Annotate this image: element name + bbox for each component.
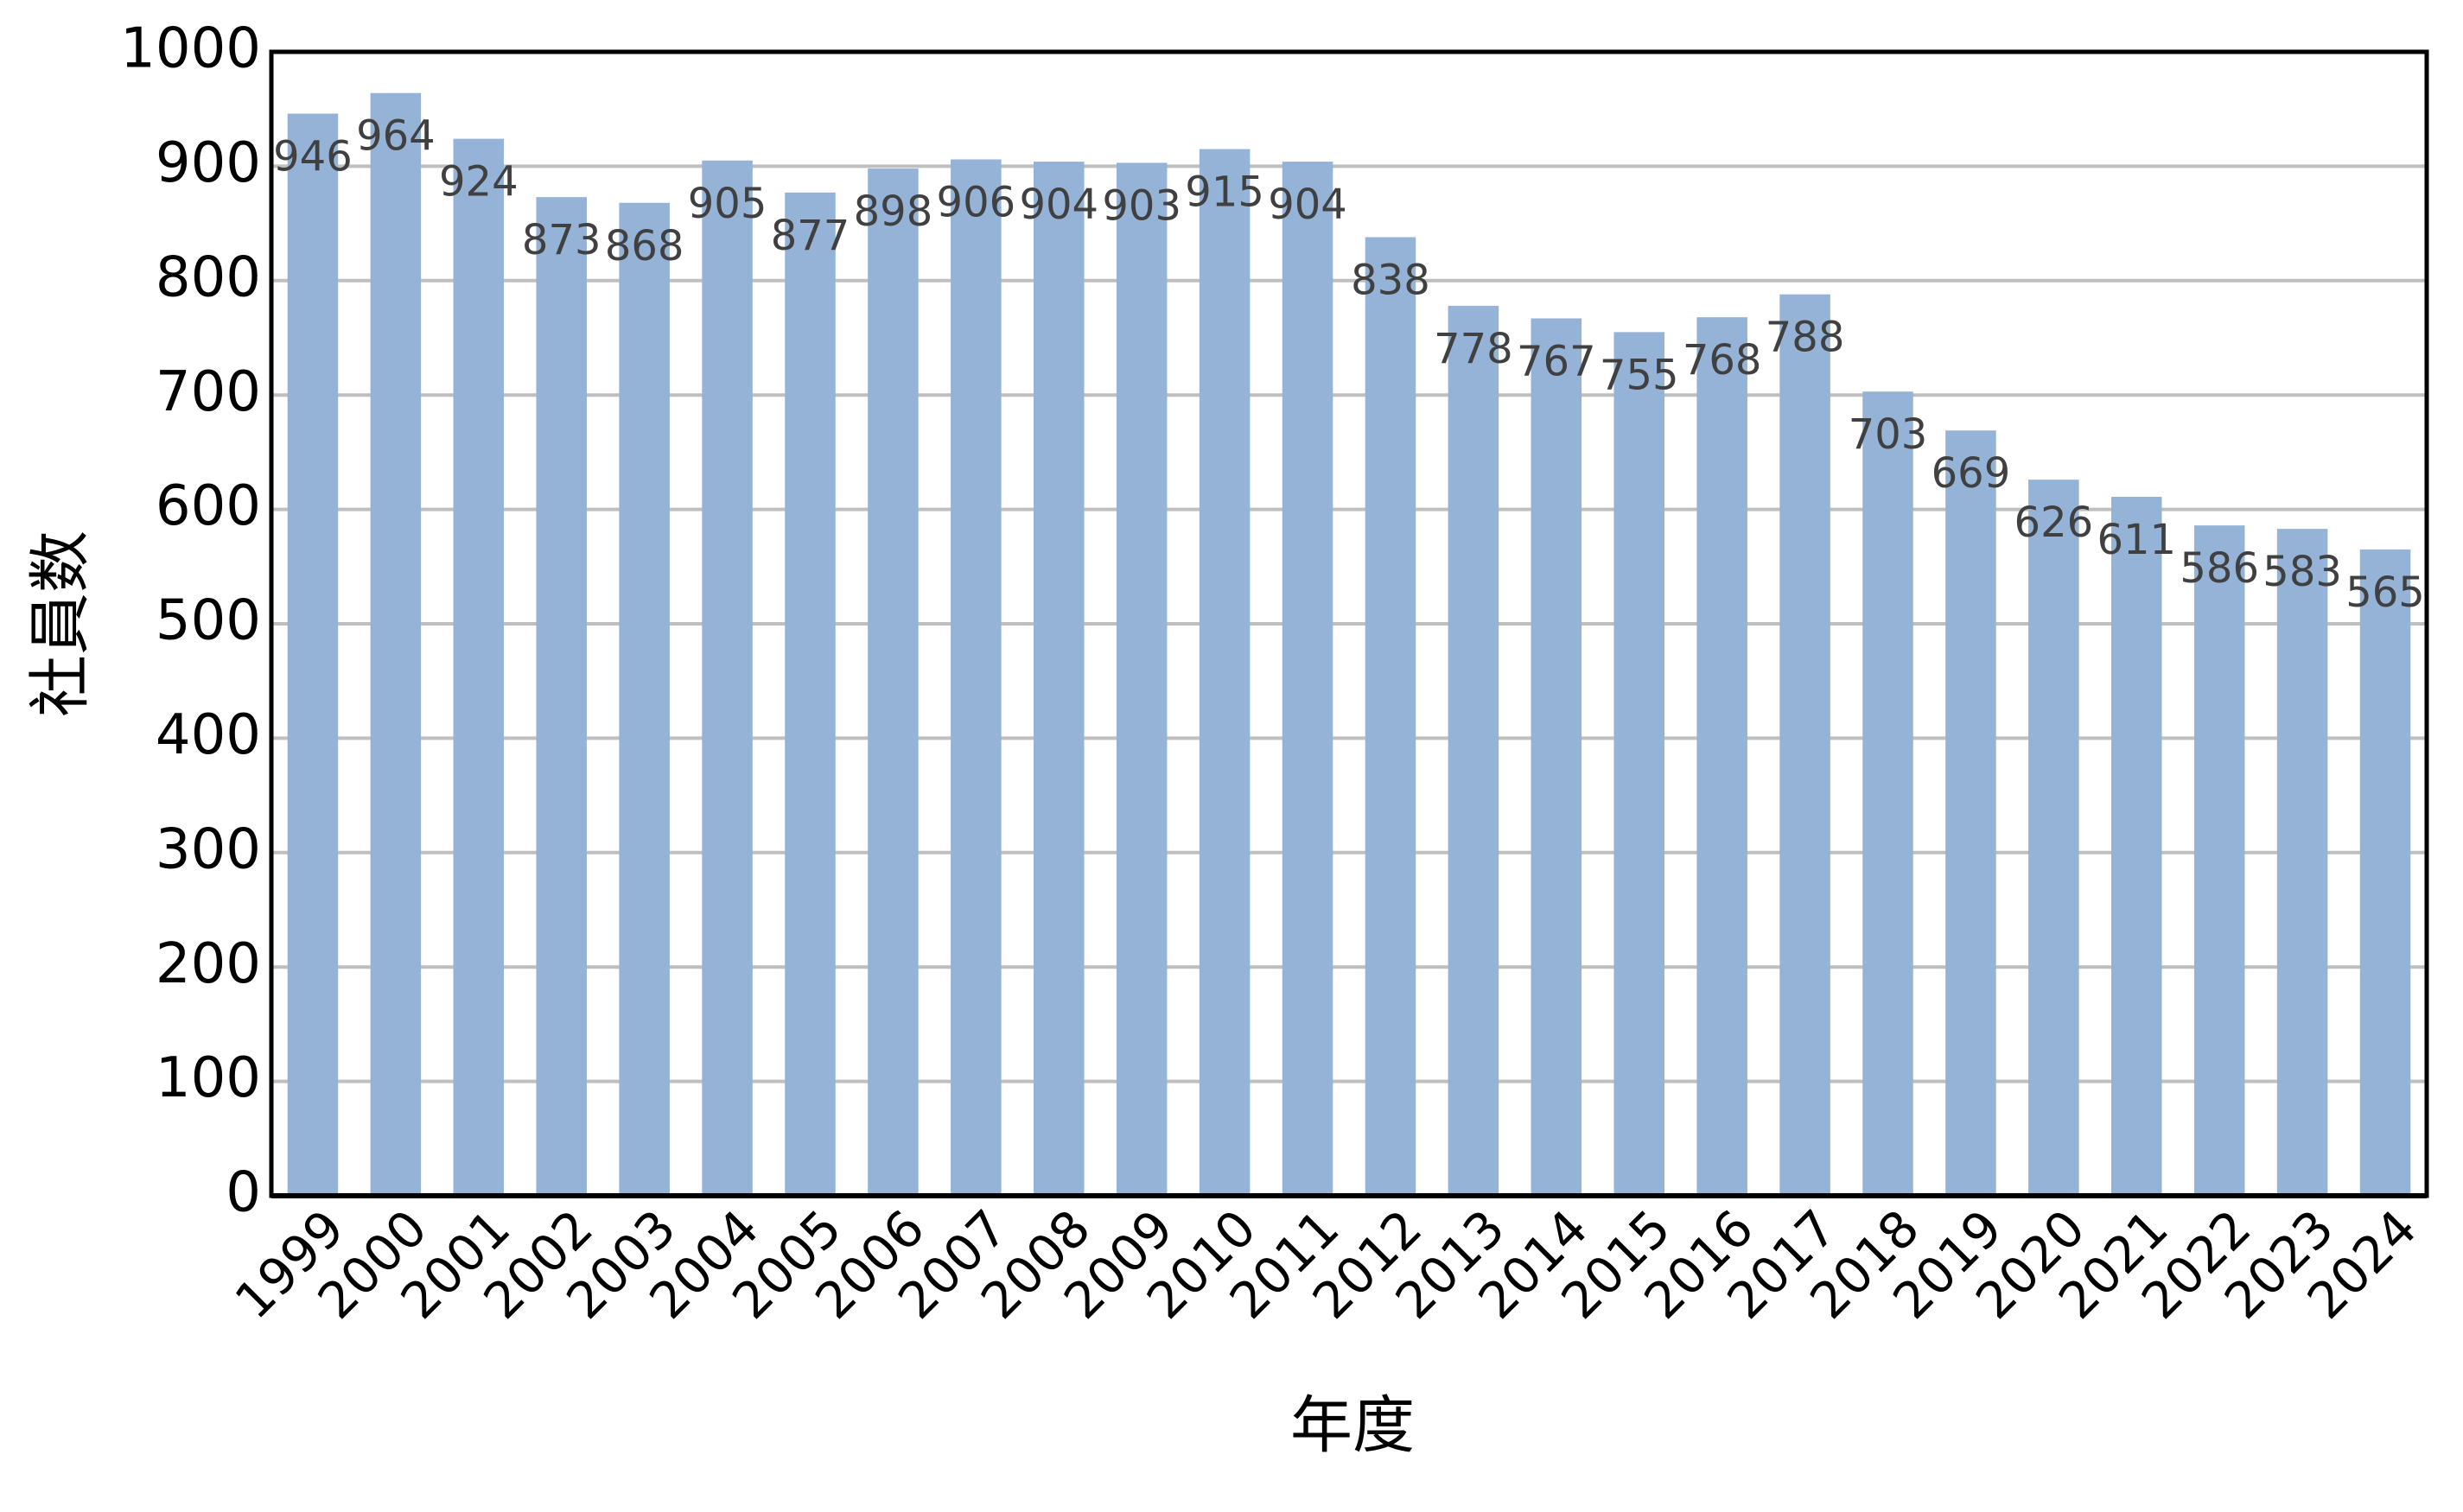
value-label: 703	[1849, 410, 1928, 459]
y-tick-label: 800	[156, 245, 261, 309]
y-tick-label: 400	[156, 703, 261, 767]
bar	[702, 160, 753, 1196]
bar	[1448, 305, 1499, 1197]
y-tick-label: 900	[156, 131, 261, 195]
value-label: 778	[1434, 325, 1513, 373]
bar	[1034, 162, 1085, 1196]
plot-border	[269, 49, 2429, 1198]
value-label: 873	[522, 216, 601, 264]
y-tick-label: 700	[156, 360, 261, 424]
value-label: 906	[937, 178, 1016, 226]
bar	[785, 192, 836, 1196]
bar	[287, 113, 339, 1197]
value-label: 915	[1185, 168, 1264, 217]
bar	[1531, 318, 1582, 1196]
x-axis-title: 年度	[1290, 1389, 1415, 1462]
value-label: 626	[2014, 499, 2094, 547]
bar	[1945, 430, 1996, 1196]
value-label: 669	[1932, 449, 2011, 498]
value-label: 768	[1683, 336, 1762, 384]
value-label: 838	[1351, 256, 1430, 304]
bar	[2359, 549, 2411, 1196]
y-tick-label: 200	[156, 932, 261, 996]
value-label: 586	[2180, 544, 2259, 593]
value-label: 611	[2097, 516, 2176, 564]
bar	[2028, 480, 2079, 1196]
bar	[1696, 317, 1747, 1197]
y-axis-title: 社員数	[24, 530, 97, 717]
y-tick-label: 300	[156, 817, 261, 881]
bar	[2193, 525, 2245, 1196]
bar	[1116, 162, 1168, 1197]
bar	[1613, 332, 1664, 1196]
bar	[951, 159, 1002, 1196]
value-label: 788	[1766, 314, 1845, 362]
bar	[2111, 497, 2162, 1196]
value-label: 964	[356, 112, 436, 161]
value-label: 877	[771, 212, 850, 260]
bar	[1862, 391, 1913, 1196]
y-tick-label: 100	[156, 1046, 261, 1110]
value-label: 924	[439, 158, 519, 206]
bar	[1779, 294, 1830, 1196]
value-label: 755	[1600, 351, 1679, 399]
value-label: 905	[688, 180, 767, 228]
value-label: 868	[605, 222, 684, 270]
bar	[1199, 149, 1251, 1196]
value-label: 565	[2345, 569, 2425, 617]
bar	[2276, 529, 2328, 1196]
value-label: 903	[1102, 181, 1181, 230]
bar	[536, 197, 587, 1197]
bar	[370, 92, 422, 1196]
bar	[868, 168, 919, 1197]
y-tick-label: 0	[226, 1161, 261, 1225]
y-tick-label: 600	[156, 474, 261, 538]
value-label: 767	[1517, 337, 1596, 385]
value-label: 904	[1019, 181, 1098, 229]
y-tick-label: 1000	[120, 17, 261, 81]
value-label: 583	[2263, 548, 2342, 596]
value-label: 898	[854, 187, 933, 236]
bar	[1365, 237, 1416, 1196]
value-label: 946	[273, 132, 353, 181]
bar	[453, 138, 505, 1196]
bar	[619, 202, 670, 1196]
value-label: 904	[1268, 181, 1347, 229]
bar	[1282, 162, 1333, 1196]
y-tick-label: 500	[156, 589, 261, 653]
